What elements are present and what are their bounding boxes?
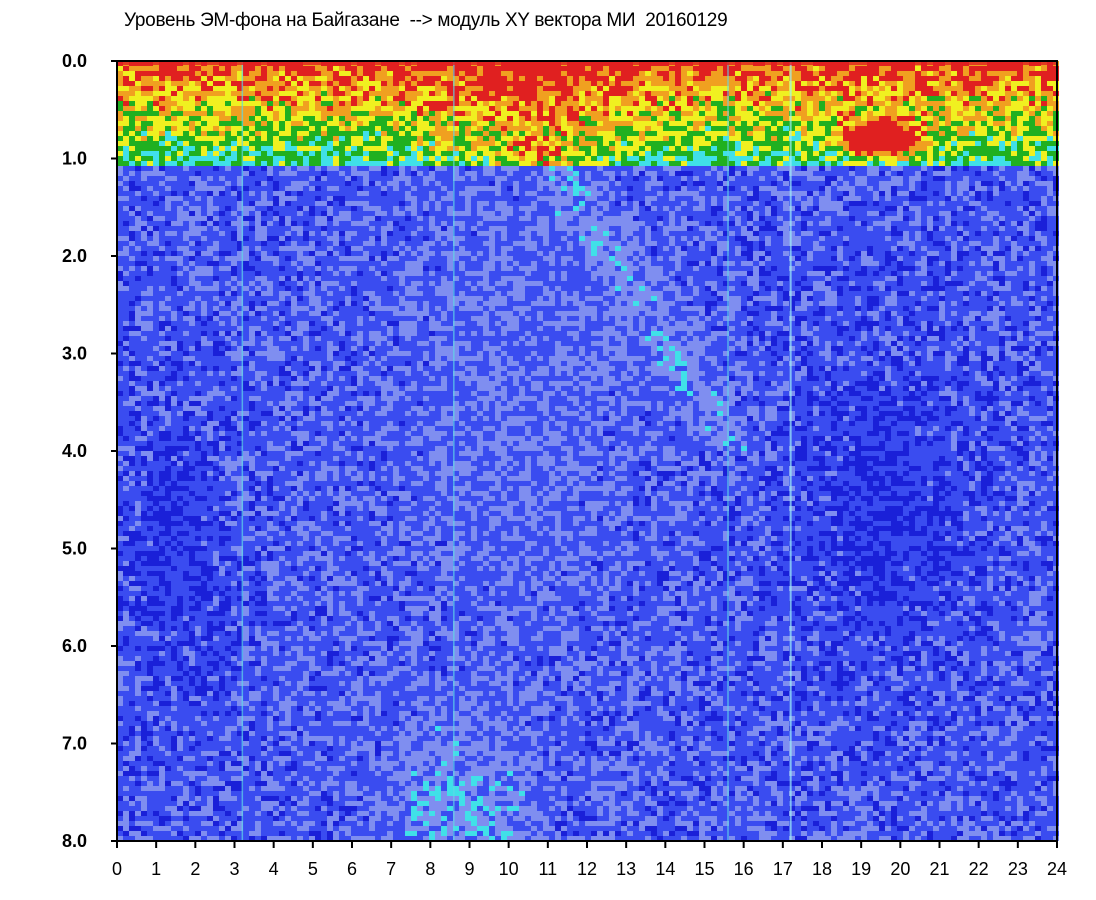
x-tick-label: 12 (577, 859, 597, 879)
x-tick-label: 4 (269, 859, 279, 879)
x-tick-label: 17 (773, 859, 793, 879)
heatmap-area (117, 61, 1059, 841)
x-tick-label: 13 (616, 859, 636, 879)
x-tick-label: 6 (347, 859, 357, 879)
y-tick-label: 7.0 (62, 734, 87, 754)
x-tick-label: 18 (812, 859, 832, 879)
y-tick-label: 3.0 (62, 344, 87, 364)
y-tick-label: 8.0 (62, 831, 87, 851)
x-tick-label: 3 (229, 859, 239, 879)
y-tick-label: 2.0 (62, 246, 87, 266)
x-tick-label: 7 (386, 859, 396, 879)
x-tick-label: 19 (851, 859, 871, 879)
y-tick-label: 4.0 (62, 441, 87, 461)
y-tick-label: 0.0 (62, 51, 87, 71)
x-tick-label: 1 (151, 859, 161, 879)
x-tick-label: 14 (655, 859, 675, 879)
x-tick-label: 0 (112, 859, 122, 879)
x-tick-label: 23 (1008, 859, 1028, 879)
x-tick-label: 11 (538, 859, 557, 879)
x-tick-label: 21 (929, 859, 949, 879)
x-tick-label: 16 (734, 859, 754, 879)
x-tick-label: 24 (1047, 859, 1067, 879)
x-tick-label: 5 (308, 859, 318, 879)
x-tick-label: 15 (694, 859, 714, 879)
y-tick-label: 1.0 (62, 149, 87, 169)
x-tick-label: 2 (190, 859, 200, 879)
y-tick-label: 6.0 (62, 636, 87, 656)
x-tick-label: 8 (425, 859, 435, 879)
y-tick-label: 5.0 (62, 539, 87, 559)
x-tick-label: 10 (499, 859, 519, 879)
x-tick-label: 22 (969, 859, 989, 879)
heatmap-cells (117, 61, 1059, 841)
x-tick-label: 20 (890, 859, 910, 879)
x-tick-label: 9 (464, 859, 474, 879)
